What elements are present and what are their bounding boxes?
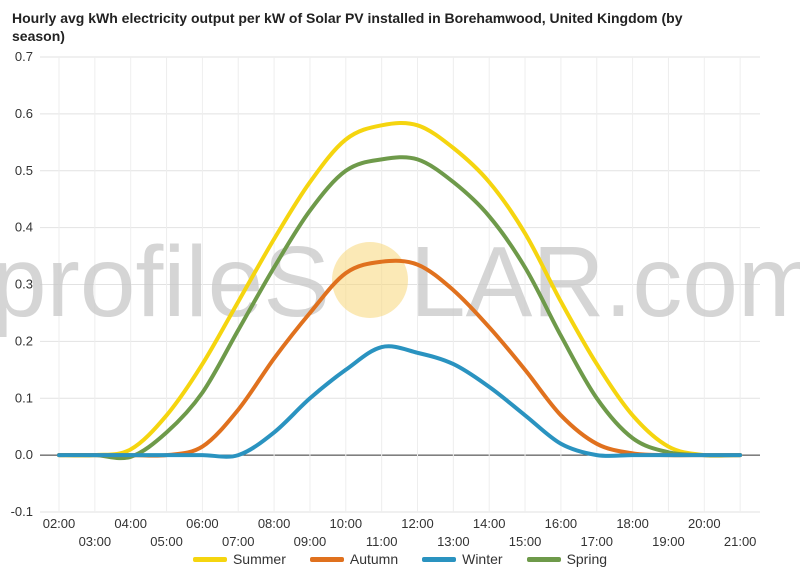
y-tick-label: 0.7 — [15, 49, 33, 64]
x-tick-label: 19:00 — [652, 534, 685, 549]
y-tick-label: 0.5 — [15, 163, 33, 178]
y-tick-label: 0.1 — [15, 390, 33, 405]
x-tick-label: 20:00 — [688, 516, 721, 531]
x-tick-label: 14:00 — [473, 516, 506, 531]
x-tick-label: 18:00 — [616, 516, 649, 531]
x-axis: 02:0003:0004:0005:0006:0007:0008:0009:00… — [43, 516, 757, 549]
x-tick-label: 13:00 — [437, 534, 470, 549]
x-tick-label: 03:00 — [79, 534, 112, 549]
series-line-spring — [57, 155, 743, 461]
legend-item-winter[interactable]: Winter — [422, 549, 503, 569]
x-tick-label: 08:00 — [258, 516, 291, 531]
y-tick-label: -0.1 — [11, 504, 33, 519]
x-tick-label: 17:00 — [580, 534, 613, 549]
y-axis: -0.1 0.0 0.1 0.2 0.3 0.4 0.5 0.6 0.7 — [11, 49, 33, 519]
legend-swatch — [309, 556, 344, 562]
legend-item-autumn[interactable]: Autumn — [309, 549, 399, 569]
x-tick-label: 15:00 — [509, 534, 542, 549]
y-tick-label: 0.2 — [15, 333, 33, 348]
series-line-winter — [57, 344, 743, 459]
x-tick-label: 02:00 — [43, 516, 76, 531]
x-tick-label: 12:00 — [401, 516, 434, 531]
x-tick-label: 07:00 — [222, 534, 255, 549]
y-tick-label: 0.0 — [15, 447, 33, 462]
x-tick-label: 09:00 — [294, 534, 327, 549]
x-tick-label: 04:00 — [114, 516, 147, 531]
watermark-sun — [332, 242, 408, 318]
y-tick-label: 0.4 — [15, 220, 33, 235]
legend-item-spring[interactable]: Spring — [526, 549, 608, 569]
legend-swatch — [526, 556, 561, 562]
x-tick-label: 05:00 — [150, 534, 183, 549]
line-chart: profileS LAR.com -0.1 0.0 0.1 0.2 0.3 0.4 0.5 0.… — [0, 49, 800, 549]
x-tick-label: 11:00 — [366, 534, 398, 549]
chart-legend: Summer Autumn Winter Spring — [0, 549, 800, 569]
legend-swatch — [422, 556, 457, 562]
legend-label: Winter — [462, 551, 503, 567]
watermark: profileS LAR.com — [0, 226, 800, 338]
legend-swatch — [192, 556, 227, 562]
y-tick-label: 0.3 — [15, 277, 33, 292]
watermark-text-left: profileS — [0, 226, 330, 338]
y-tick-label: 0.6 — [15, 106, 33, 121]
watermark-text-right: LAR.com — [410, 226, 800, 338]
x-tick-label: 16:00 — [545, 516, 578, 531]
x-tick-label: 10:00 — [330, 516, 363, 531]
legend-label: Summer — [232, 551, 286, 567]
series-line-summer — [57, 120, 743, 458]
series-lines — [57, 120, 743, 461]
legend-label: Spring — [566, 551, 608, 567]
x-tick-label: 21:00 — [724, 534, 757, 549]
legend-item-summer[interactable]: Summer — [192, 549, 286, 569]
x-tick-label: 06:00 — [186, 516, 219, 531]
legend-label: Autumn — [349, 551, 399, 567]
chart-title: Hourly avg kWh electricity output per kW… — [12, 10, 683, 44]
